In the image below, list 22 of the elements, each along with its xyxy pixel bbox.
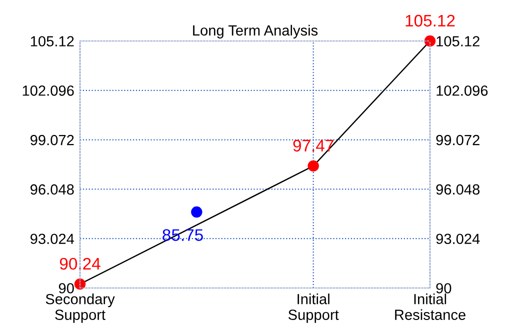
point [308,160,319,172]
y-tick-label: 105.12 [30,36,74,46]
y-tick-label: 96.048 [30,184,74,195]
x-tick-label: Secondary Support [46,294,115,323]
y2-tick-label: 99.072 [436,134,480,146]
y-tick-label: 93.024 [30,234,74,244]
y-tick-label: 102.096 [22,86,74,96]
y2-tick-label: 90 [436,283,452,294]
chart-title: Long Term Analysis [193,24,318,38]
data-label: 90.24 [60,258,100,270]
y2-tick-label: 105.12 [436,36,480,46]
y2-tick-label: 102.096 [436,86,488,96]
point [74,278,86,290]
point [191,206,202,218]
x-tick-label: Initial Resistance [395,294,466,320]
x-tick-label: Initial Support [288,294,339,323]
data-label: 105.12 [406,14,455,27]
point [424,35,436,47]
y-tick-label: 99.072 [30,134,74,146]
y2-tick-label: 93.024 [436,234,480,244]
y-tick-label: 90 [58,283,74,294]
y2-tick-label: 96.048 [436,184,480,195]
